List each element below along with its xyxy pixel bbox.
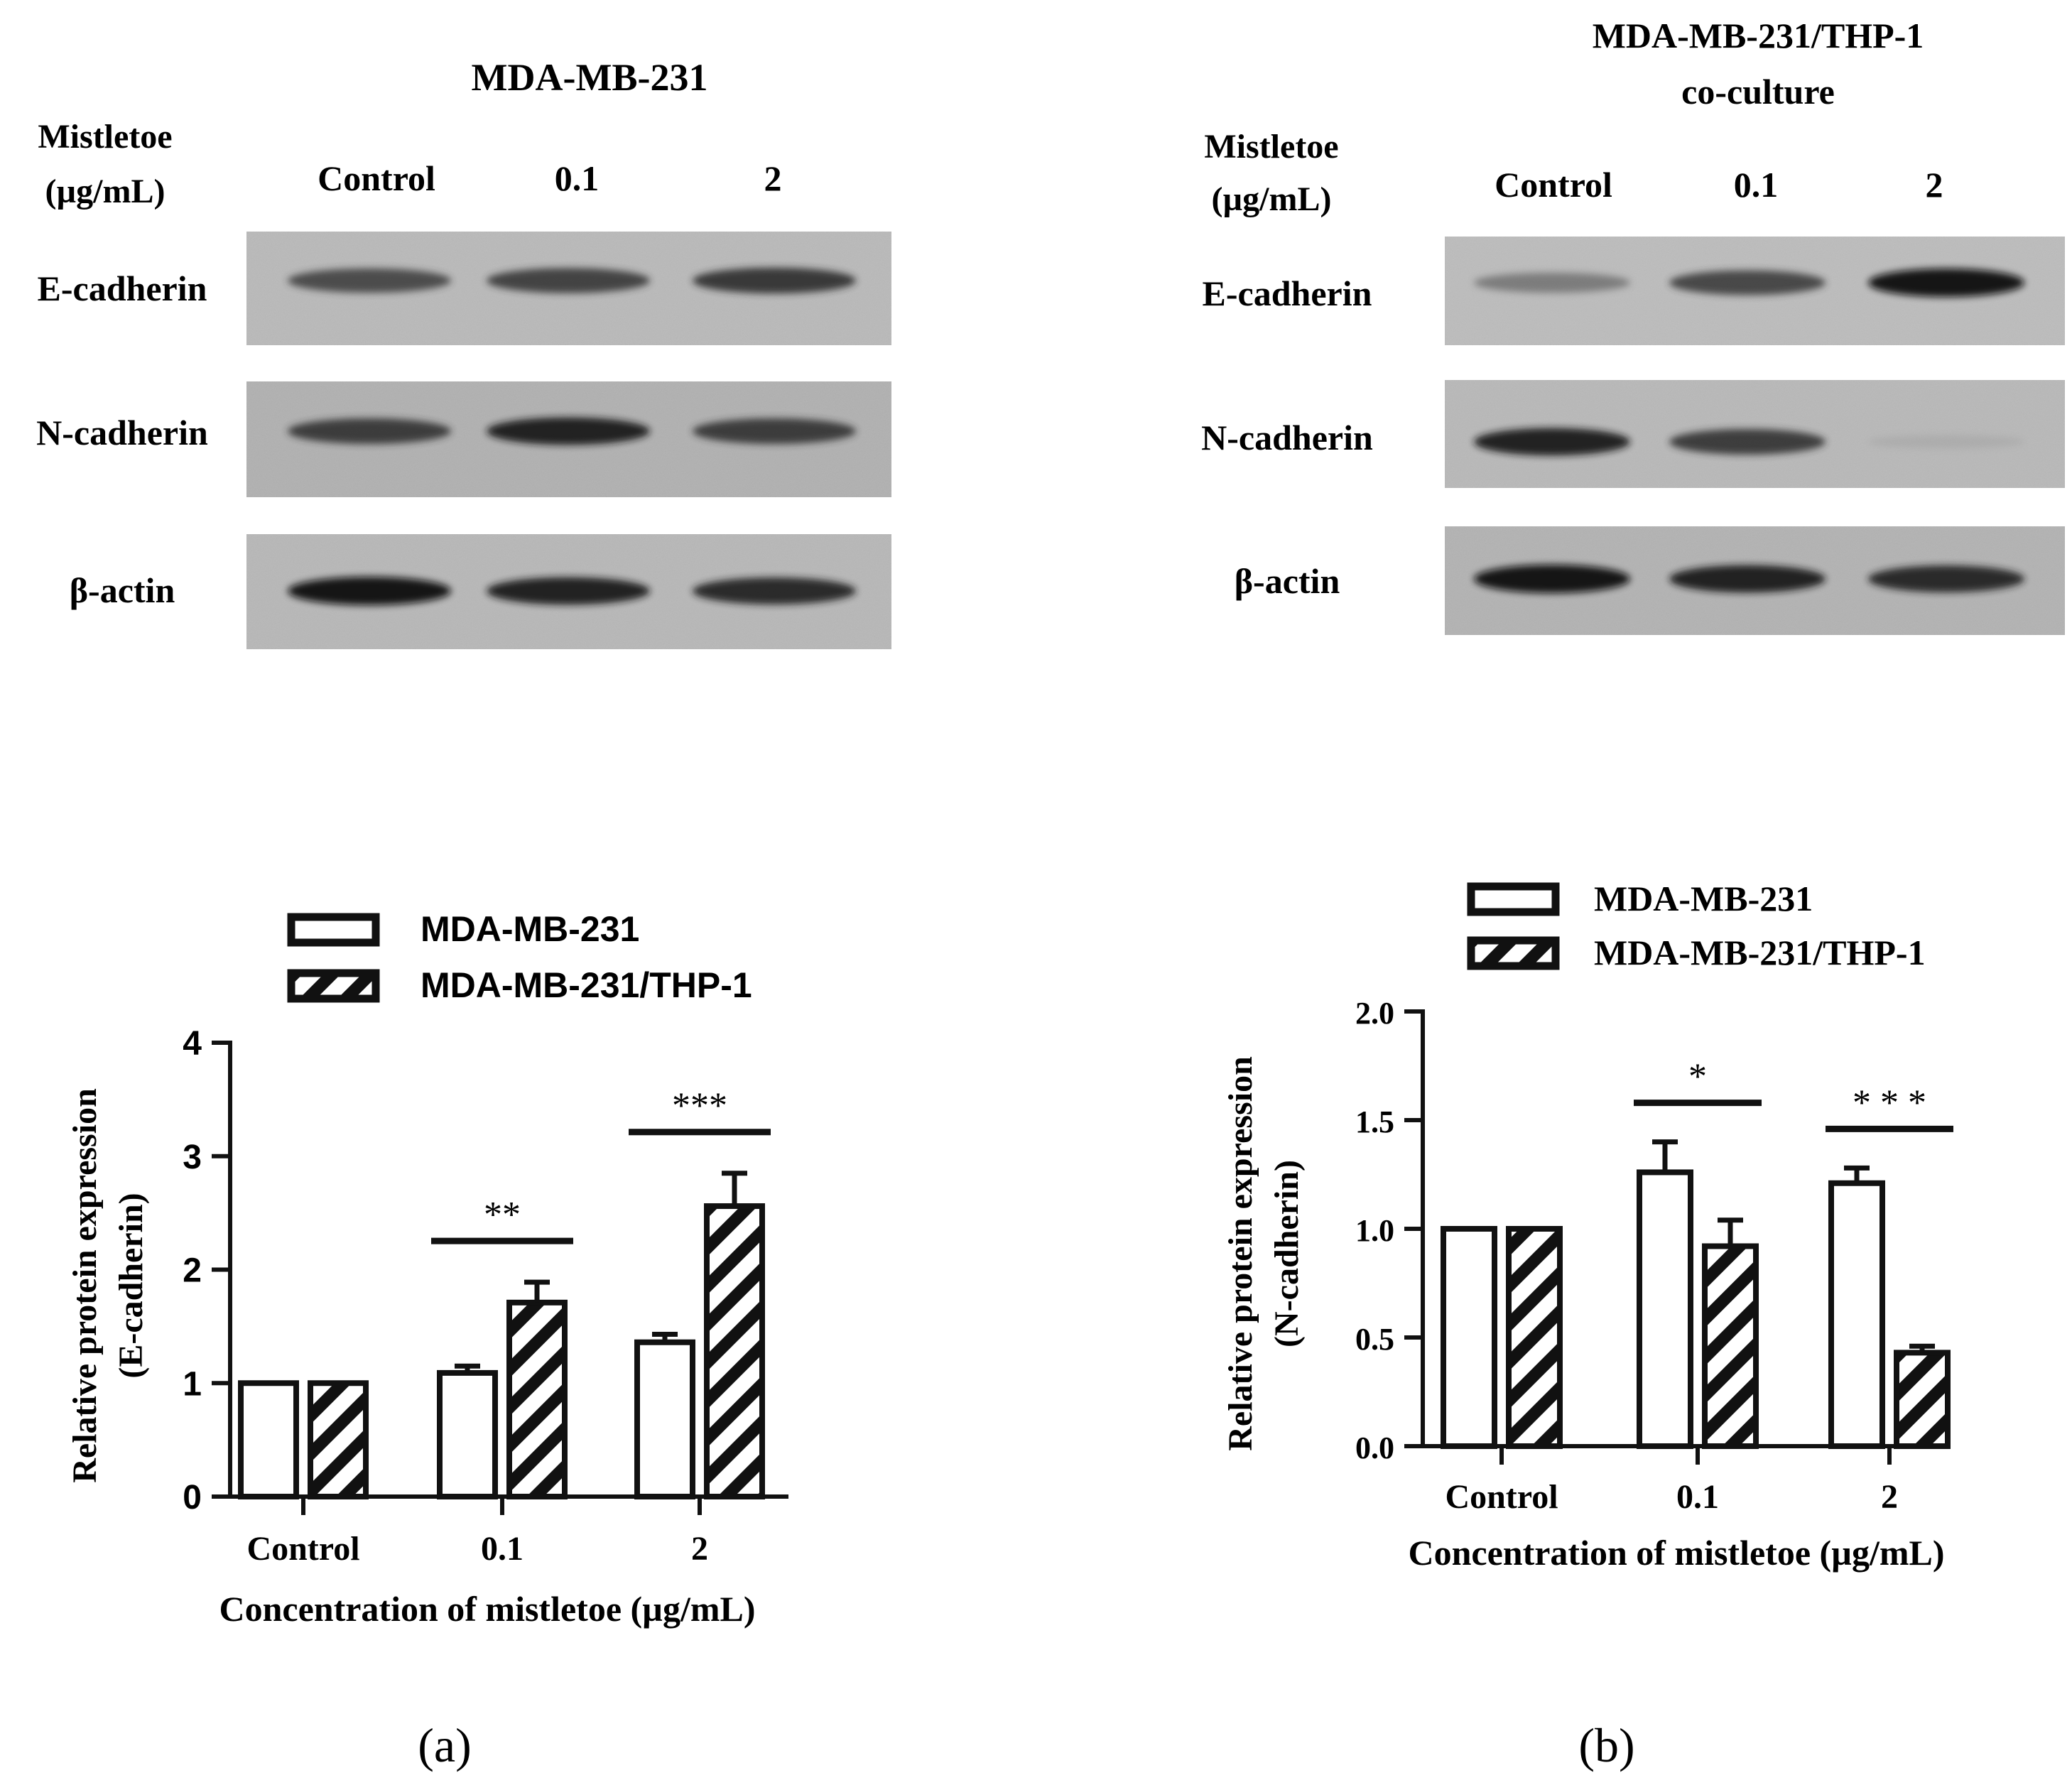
bar-hatched-0.1 (1702, 1243, 1759, 1449)
blot-a-lane-control: Control (318, 158, 435, 198)
band-ncadherin-lane-2 (1669, 428, 1826, 455)
chart-b-legend-label-open: MDA-MB-231 (1594, 879, 1813, 918)
x-tick-label: 2 (1881, 1478, 1898, 1516)
band-actin-lane-1 (288, 577, 451, 605)
chart-b: MDA-MB-231 MDA-MB-231/THP-1 Relative pro… (1222, 879, 1953, 1772)
blot-b-title-line1: MDA-MB-231/THP-1 (1593, 16, 1924, 55)
band-actin-lane-2 (1669, 565, 1826, 593)
bar-open-Control (1441, 1226, 1497, 1449)
significance-label: *** (672, 1086, 727, 1127)
y-tick-label: 3 (183, 1139, 202, 1176)
x-tick-label: 0.1 (1676, 1478, 1719, 1516)
chart-a-xlabel: Concentration of mistletoe (µg/mL) (219, 1589, 755, 1629)
blot-panel-b: MDA-MB-231/THP-1 co-culture Mistletoe (µ… (1201, 16, 2065, 635)
blot-b-row-label-beta-actin: β-actin (1235, 561, 1340, 601)
y-tick-label: 2 (183, 1252, 202, 1290)
bar-open-2 (1828, 1180, 1885, 1449)
chart-b-plot: 0.0 0.5 1.0 1.5 2.0 Control 0.1 2 * * * * (1355, 996, 1953, 1516)
chart-b-ylabel-line1: Relative protein expression (1222, 1056, 1259, 1451)
blot-a-row-label-n-cadherin: N-cadherin (36, 413, 208, 452)
band-ecadherin-lane-1 (288, 268, 451, 293)
chart-a-legend-label-open: MDA-MB-231 (421, 909, 639, 949)
chart-a: MDA-MB-231 MDA-MB-231/THP-1 Relative pro… (66, 909, 788, 1772)
y-tick-label: 1 (183, 1365, 202, 1403)
blot-a-row-label-e-cadherin: E-cadherin (38, 268, 207, 308)
y-tick-label: 1.0 (1355, 1213, 1394, 1248)
band-ncadherin-lane-2 (487, 417, 650, 445)
x-tick-label: 0.1 (481, 1530, 524, 1568)
chart-a-ylabel-line2: (E-cadherin) (112, 1193, 150, 1378)
blot-b-title-line2: co-culture (1681, 72, 1835, 112)
chart-a-legend-label-hatched: MDA-MB-231/THP-1 (421, 965, 752, 1005)
significance-label: * (1688, 1057, 1707, 1097)
band-ecadherin-lane-3 (1868, 268, 2024, 297)
band-actin-lane-2 (487, 577, 650, 605)
band-ecadherin-lane-2 (487, 268, 650, 293)
band-actin-lane-1 (1474, 565, 1630, 593)
blot-a-title: MDA-MB-231 (472, 56, 708, 99)
chart-a-ylabel-line1: Relative protein expression (66, 1088, 104, 1483)
chart-a-legend-swatch-hatched (287, 969, 380, 1003)
band-ecadherin-lane-1 (1474, 272, 1630, 293)
blot-a-mistletoe-label: Mistletoe (38, 118, 172, 156)
blot-b-bands (1474, 268, 2024, 593)
blot-a-bands (288, 267, 856, 605)
blot-b-lane-2: 2 (1926, 165, 1943, 205)
bar-hatched-Control (1506, 1226, 1563, 1449)
x-tick-label: Control (1445, 1478, 1558, 1516)
blot-b-row-label-n-cadherin: N-cadherin (1201, 418, 1373, 457)
bar-open-2 (634, 1339, 695, 1499)
blot-a-row-label-beta-actin: β-actin (70, 570, 175, 610)
band-ncadherin-lane-3 (693, 418, 856, 445)
bar-hatched-0.1 (506, 1299, 568, 1499)
blot-b-row-label-e-cadherin: E-cadherin (1203, 273, 1372, 313)
x-tick-label: 2 (691, 1530, 708, 1568)
chart-b-ylabel-line2: (N-cadherin) (1268, 1160, 1306, 1347)
bar-hatched-Control (308, 1380, 369, 1499)
chart-a-legend-swatch-open (287, 913, 380, 947)
y-tick-label: 2.0 (1355, 996, 1394, 1031)
y-tick-label: 4 (183, 1025, 202, 1063)
chart-b-xlabel: Concentration of mistletoe (µg/mL) (1408, 1533, 1944, 1573)
y-tick-label: 0.5 (1355, 1322, 1394, 1357)
blot-panel-a: MDA-MB-231 Mistletoe (µg/mL) Control 0.1… (36, 56, 891, 649)
blot-a-unit-label: (µg/mL) (45, 173, 166, 210)
band-ncadherin-lane-3 (1868, 435, 2024, 449)
blot-b-lane-0.1: 0.1 (1734, 165, 1779, 205)
y-tick-label: 0.0 (1355, 1431, 1394, 1465)
significance-label: ** (484, 1195, 521, 1235)
band-ncadherin-lane-1 (1474, 428, 1630, 456)
bar-open-Control (238, 1380, 299, 1499)
chart-a-panel-label: (a) (418, 1718, 471, 1772)
significance-label: * * * (1853, 1082, 1926, 1123)
bar-hatched-2 (1894, 1350, 1951, 1450)
blot-b-lane-control: Control (1495, 165, 1612, 205)
chart-b-legend-label-hatched: MDA-MB-231/THP-1 (1594, 933, 1926, 972)
bar-open-0.1 (1637, 1169, 1693, 1449)
bar-hatched-2 (704, 1203, 765, 1500)
band-ecadherin-lane-3 (693, 267, 856, 294)
y-tick-label: 0 (183, 1479, 202, 1516)
band-actin-lane-3 (1868, 565, 2024, 592)
chart-b-legend-swatch-hatched (1467, 936, 1560, 970)
x-tick-label: Control (246, 1530, 359, 1568)
blot-b-unit-label: (µg/mL) (1212, 180, 1332, 218)
blot-a-lane-0.1: 0.1 (555, 158, 600, 198)
band-ecadherin-lane-2 (1669, 270, 1826, 295)
chart-b-legend-swatch-open (1467, 882, 1560, 916)
band-ncadherin-lane-1 (288, 418, 451, 445)
y-tick-label: 1.5 (1355, 1105, 1394, 1139)
blot-b-mistletoe-label: Mistletoe (1204, 128, 1338, 165)
band-actin-lane-3 (693, 577, 856, 604)
blot-a-lane-2: 2 (764, 158, 782, 198)
chart-b-panel-label: (b) (1578, 1718, 1634, 1772)
bar-open-0.1 (437, 1369, 498, 1500)
